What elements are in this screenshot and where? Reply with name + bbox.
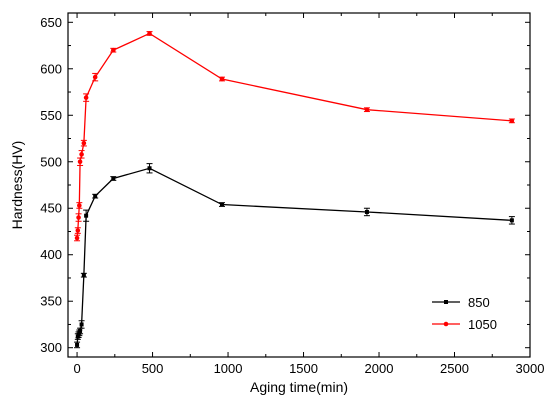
data-point [76,215,81,220]
data-point [79,322,84,327]
data-point [75,228,81,233]
data-point [364,107,370,112]
data-point [509,218,514,223]
legend-item-1050: 1050 [432,317,497,332]
x-tick-label: 500 [142,361,164,376]
data-point [509,118,515,124]
data-point [84,213,89,218]
data-point [147,166,152,171]
data-point [110,47,116,53]
data-point [74,235,80,241]
y-tick-label: 400 [40,247,62,262]
legend-marker [443,321,449,327]
data-point [77,159,83,165]
data-point [81,140,87,146]
y-tick-label: 650 [40,15,62,30]
y-axis-title: Hardness(HV) [9,141,25,230]
data-point [147,31,152,36]
y-tick-label: 300 [40,340,62,355]
data-point [219,76,225,82]
data-point [81,273,86,278]
y-tick-label: 500 [40,154,62,169]
x-tick-label: 0 [73,361,80,376]
y-tick-label: 450 [40,201,62,216]
plot-frame [67,12,531,358]
data-point [111,176,116,181]
y-tick-label: 550 [40,108,62,123]
data-point [83,95,89,100]
series-line-1050 [76,32,512,239]
axis-ticks: 0 500 1000 1500 2000 2500 3000 300 350 400 450 500 5… [40,13,544,376]
x-tick-label: 1000 [214,361,243,376]
data-point [364,209,369,214]
data-point [78,328,83,333]
series-850 [74,163,515,349]
x-tick-label: 2500 [440,361,469,376]
data-point [92,74,98,80]
data-point [220,202,224,207]
data-point [93,194,98,199]
data-point [79,152,84,157]
series-line-850 [76,167,512,345]
y-tick-label: 350 [40,294,62,309]
x-tick-label: 3000 [516,361,545,376]
x-axis-title: Aging time(min) [250,379,348,395]
data-point [77,203,82,208]
x-tick-label: 1500 [289,361,318,376]
legend-marker [444,300,448,304]
legend: 850 1050 [432,295,497,332]
x-tick-label: 2000 [365,361,394,376]
legend-item-850: 850 [432,295,490,310]
legend-label: 850 [468,295,490,310]
series-1050 [74,31,515,242]
legend-label: 1050 [468,317,497,332]
series-layer [74,31,515,349]
y-tick-label: 600 [40,61,62,76]
data-point [75,342,80,347]
